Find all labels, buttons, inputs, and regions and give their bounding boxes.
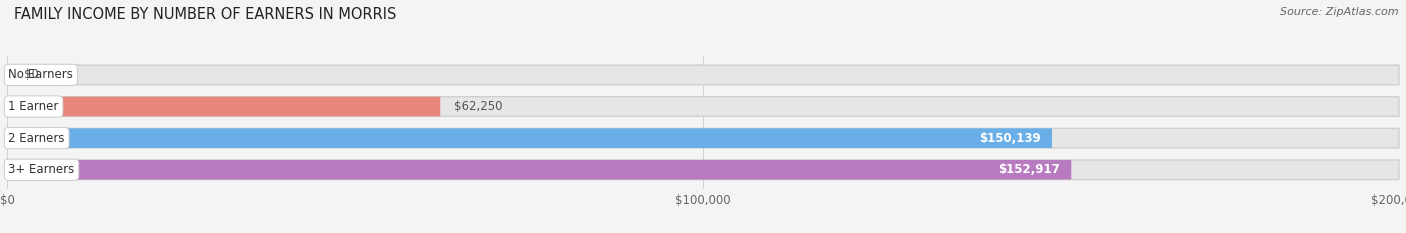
FancyBboxPatch shape (7, 160, 1399, 180)
FancyBboxPatch shape (7, 128, 1399, 148)
Text: Source: ZipAtlas.com: Source: ZipAtlas.com (1281, 7, 1399, 17)
Text: 2 Earners: 2 Earners (8, 132, 65, 145)
Text: $152,917: $152,917 (998, 163, 1060, 176)
Text: $0: $0 (24, 69, 38, 81)
Text: 1 Earner: 1 Earner (8, 100, 59, 113)
FancyBboxPatch shape (7, 128, 1052, 148)
Text: No Earners: No Earners (8, 69, 73, 81)
Text: 3+ Earners: 3+ Earners (8, 163, 75, 176)
FancyBboxPatch shape (7, 97, 440, 116)
FancyBboxPatch shape (7, 65, 1399, 85)
Text: $150,139: $150,139 (979, 132, 1040, 145)
FancyBboxPatch shape (7, 160, 1071, 180)
Text: $62,250: $62,250 (454, 100, 503, 113)
Text: FAMILY INCOME BY NUMBER OF EARNERS IN MORRIS: FAMILY INCOME BY NUMBER OF EARNERS IN MO… (14, 7, 396, 22)
FancyBboxPatch shape (7, 97, 1399, 116)
